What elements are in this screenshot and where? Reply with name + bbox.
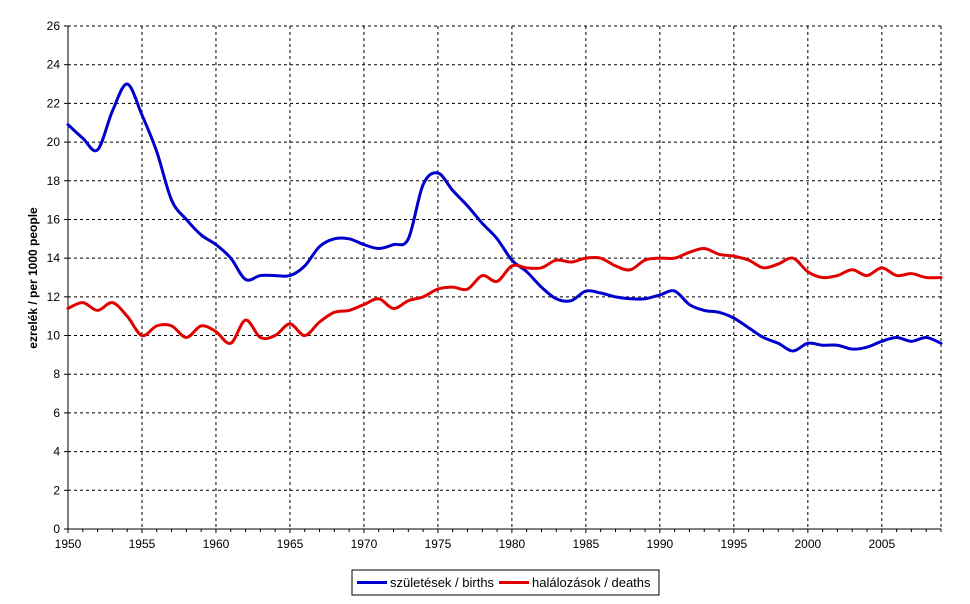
y-tick-label: 18: [47, 174, 61, 188]
y-tick-label: 2: [53, 483, 60, 497]
data-series: [66, 82, 943, 353]
y-tick-label: 26: [47, 19, 61, 33]
y-tick-label: 24: [47, 58, 61, 72]
legend: születések / births halálozások / deaths: [351, 569, 660, 596]
x-tick-label: 1990: [647, 537, 674, 551]
x-tick-label: 1975: [425, 537, 452, 551]
legend-label-births: születések / births: [390, 575, 495, 590]
series-line-deaths: [66, 246, 943, 345]
y-tick-label: 6: [53, 406, 60, 420]
axes: [67, 26, 941, 530]
x-tick-label: 1980: [499, 537, 526, 551]
y-tick-label: 0: [53, 522, 60, 536]
y-tick-label: 16: [47, 212, 61, 226]
plot-background: [68, 26, 941, 529]
x-tick-label: 1955: [129, 537, 156, 551]
x-tick-label: 1960: [203, 537, 230, 551]
legend-label-deaths: halálozások / deaths: [532, 575, 651, 590]
y-tick-label: 20: [47, 135, 61, 149]
x-tick-label: 1985: [573, 537, 600, 551]
x-tick-label: 1995: [720, 537, 747, 551]
y-tick-label: 8: [53, 367, 60, 381]
y-tick-label: 12: [47, 290, 61, 304]
y-tick-label: 22: [47, 96, 61, 110]
x-tick-label: 2005: [868, 537, 895, 551]
y-tick-label: 10: [47, 329, 61, 343]
x-tick-label: 1965: [277, 537, 304, 551]
y-tick-label: 14: [47, 251, 61, 265]
x-tick-label: 1970: [351, 537, 378, 551]
y-axis-title: ezrelék / per 1000 people: [26, 207, 40, 349]
y-tick-label: 4: [53, 445, 60, 459]
series-line-births: [66, 82, 943, 353]
x-tick-label: 2000: [794, 537, 821, 551]
x-tick-label: 1950: [55, 537, 82, 551]
x-axis-ticks: 1950 1955 1960 1965 1970 1975 1980 1985 1990 1995…: [55, 529, 942, 551]
